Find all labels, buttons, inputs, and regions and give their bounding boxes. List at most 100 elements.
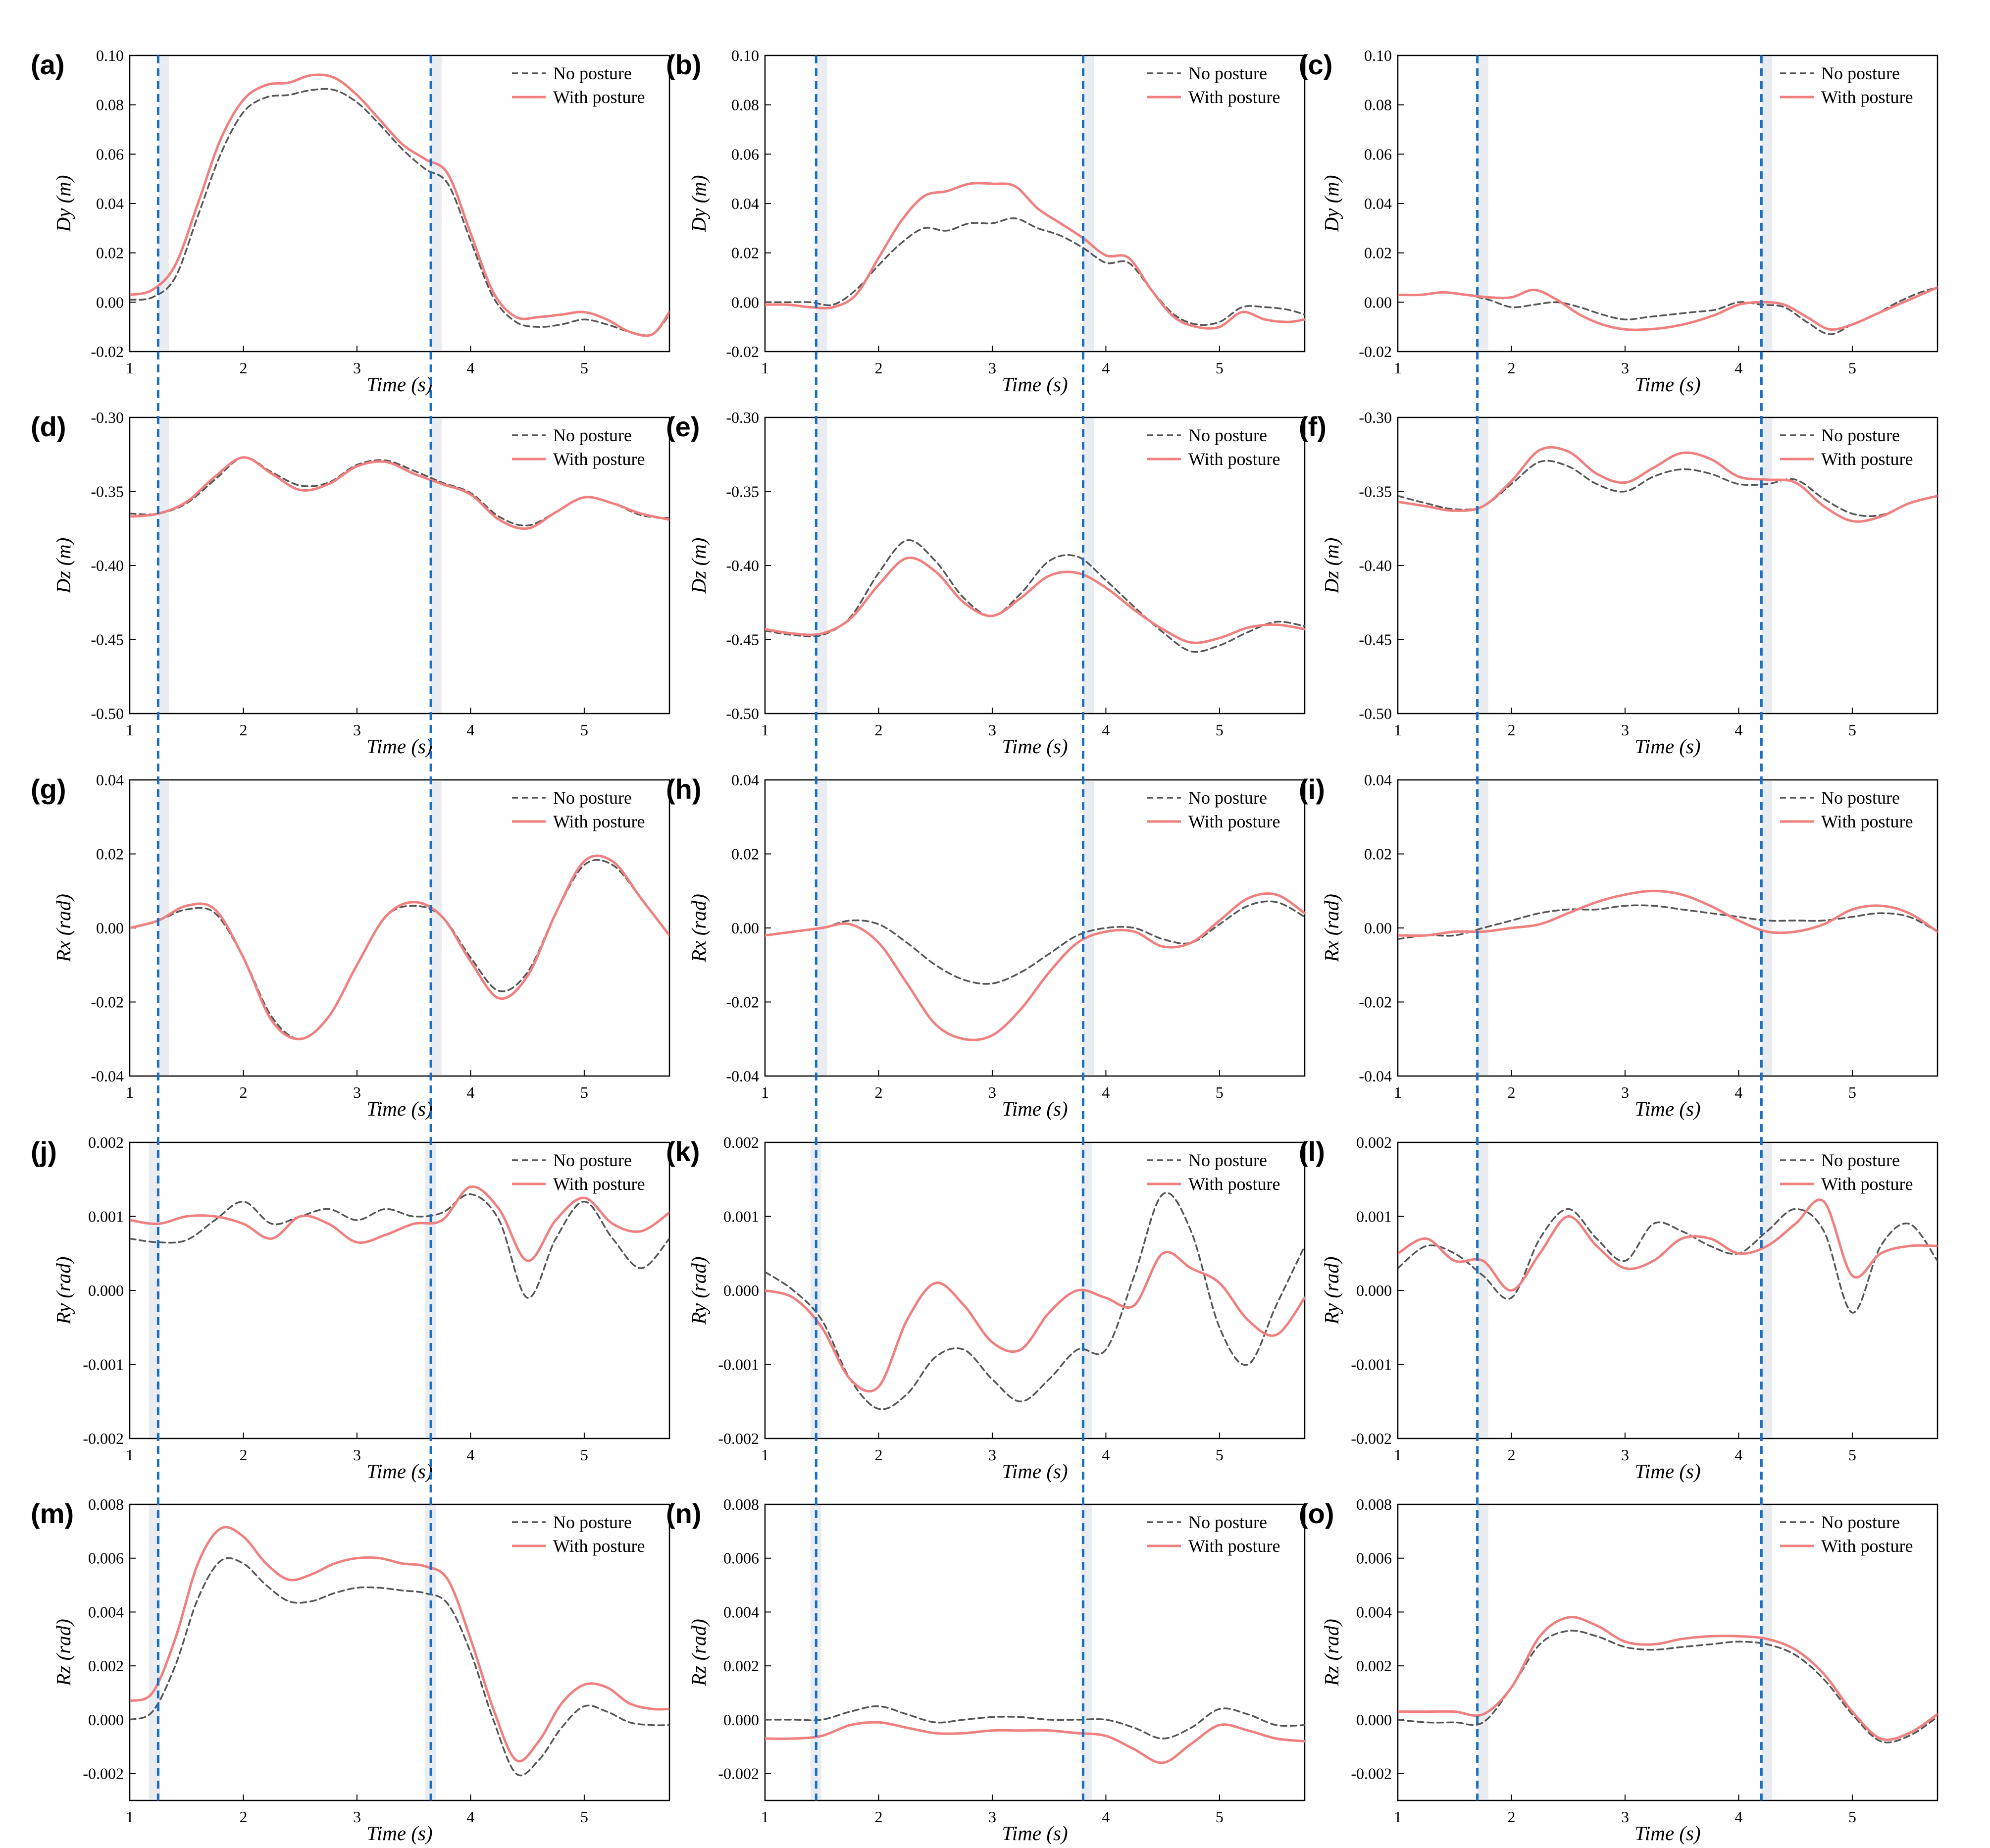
- y-tick-label: -0.45: [726, 631, 759, 649]
- series-group: [765, 1192, 1305, 1410]
- series-line-no-posture: [130, 859, 669, 1040]
- x-tick-label: 5: [580, 721, 588, 739]
- marker-shade: [1477, 1505, 1488, 1799]
- marker-shade: [158, 781, 169, 1075]
- x-tick-label: 3: [1621, 1083, 1629, 1101]
- y-tick-label: 0.00: [1364, 293, 1392, 311]
- legend-label-no-posture: No posture: [553, 1512, 632, 1532]
- legend: No posture With posture: [512, 425, 645, 469]
- x-tick-label: 4: [1735, 359, 1742, 377]
- legend-label-with-posture: With posture: [553, 87, 645, 107]
- marker-shade: [431, 418, 442, 713]
- x-tick-label: 5: [1848, 1083, 1856, 1101]
- panel-f: 1 2 3 4 5 -0.50 -0.45 -0.40 -0.35 -0.30 Time (s) Dz…: [1299, 409, 1939, 758]
- series-line-with-posture: [765, 892, 1305, 1041]
- y-axis-label: Rz (rad): [52, 1619, 75, 1687]
- x-axis-label: Time (s): [366, 1460, 432, 1483]
- x-tick-label: 5: [1216, 1446, 1224, 1464]
- x-axis-label: Time (s): [366, 735, 432, 758]
- x-tick-label: 4: [1735, 721, 1742, 739]
- series-line-no-posture: [765, 539, 1305, 653]
- legend-label-no-posture: No posture: [1821, 425, 1900, 445]
- series-group: [1398, 446, 1938, 523]
- legend-label-no-posture: No posture: [1188, 788, 1267, 808]
- y-tick-label: -0.02: [1359, 343, 1392, 360]
- x-tick-label: 4: [1102, 359, 1110, 377]
- y-axis-label: Rz (rad): [687, 1619, 710, 1687]
- marker-shade: [1761, 56, 1773, 351]
- legend-label-no-posture: No posture: [553, 1150, 632, 1170]
- legend-label-with-posture: With posture: [1821, 87, 1913, 107]
- x-tick-label: 2: [239, 1808, 247, 1826]
- y-tick-label: 0.000: [88, 1711, 124, 1729]
- panel-i: 1 2 3 4 5 -0.04 -0.02 0.00 0.02 0.04 Time (s) Rx (r…: [1299, 771, 1939, 1120]
- legend-label-no-posture: No posture: [1188, 425, 1267, 445]
- x-tick-label: 3: [1621, 1808, 1629, 1826]
- y-tick-label: 0.08: [1364, 96, 1392, 114]
- y-tick-label: -0.001: [83, 1356, 124, 1374]
- x-tick-label: 3: [988, 1083, 996, 1101]
- legend-label-no-posture: No posture: [1821, 63, 1900, 83]
- plot-frame: [1397, 1503, 1939, 1801]
- panel-c: 1 2 3 4 5 -0.02 0.00 0.02 0.04 0.06 0.08 0.10 Time (…: [1299, 47, 1939, 396]
- y-tick-label: 0.04: [96, 195, 124, 212]
- x-tick-label: 5: [1848, 721, 1856, 739]
- y-tick-label: -0.001: [1351, 1356, 1392, 1374]
- legend-label-no-posture: No posture: [553, 63, 632, 83]
- y-tick-label: -0.002: [83, 1430, 124, 1447]
- x-tick-label: 4: [466, 1446, 474, 1464]
- x-tick-label: 2: [239, 1083, 247, 1101]
- y-tick-label: -0.02: [726, 343, 759, 360]
- y-tick-label: -0.002: [718, 1430, 759, 1447]
- y-tick-label: 0.04: [1364, 771, 1392, 789]
- marker-shade: [810, 1143, 821, 1437]
- legend: No posture With posture: [512, 1150, 645, 1194]
- plot-frame: [764, 1503, 1306, 1801]
- x-tick-label: 4: [1102, 1808, 1110, 1826]
- series-line-with-posture: [1398, 1198, 1938, 1292]
- y-tick-label: 0.000: [1356, 1711, 1392, 1729]
- x-tick-label: 1: [761, 359, 769, 377]
- y-tick-label: -0.45: [91, 631, 124, 649]
- x-tick-label: 1: [1394, 359, 1402, 377]
- panel-label: (n): [666, 1498, 702, 1529]
- legend-label-with-posture: With posture: [1188, 1174, 1280, 1194]
- y-tick-label: 0.002: [88, 1133, 124, 1151]
- y-tick-label: -0.04: [91, 1067, 124, 1085]
- legend: No posture With posture: [512, 788, 645, 831]
- series-group: [1398, 889, 1938, 940]
- y-tick-label: 0.02: [96, 845, 124, 863]
- legend: No posture With posture: [1780, 1150, 1913, 1194]
- legend-label-with-posture: With posture: [1821, 449, 1913, 469]
- marker-shade: [1083, 781, 1094, 1075]
- marker-shade: [1477, 418, 1488, 713]
- series-line-with-posture: [130, 854, 669, 1040]
- legend-label-no-posture: No posture: [1821, 788, 1900, 808]
- y-tick-label: 0.04: [731, 195, 759, 212]
- x-tick-label: 4: [1102, 1083, 1110, 1101]
- x-tick-label: 1: [1394, 1446, 1402, 1464]
- x-tick-label: 3: [353, 1446, 361, 1464]
- y-tick-label: 0.04: [731, 771, 759, 789]
- x-tick-label: 2: [1507, 721, 1515, 739]
- x-axis-label: Time (s): [366, 1822, 432, 1845]
- y-tick-label: 0.08: [731, 96, 759, 114]
- marker-shade: [816, 56, 827, 351]
- series-group: [1398, 286, 1938, 335]
- x-tick-label: 3: [353, 359, 361, 377]
- series-line-with-posture: [1398, 1616, 1938, 1741]
- x-tick-label: 3: [1621, 721, 1629, 739]
- x-tick-label: 1: [126, 1446, 134, 1464]
- marker-shade: [1761, 781, 1773, 1075]
- series-line-no-posture: [130, 456, 669, 527]
- y-tick-label: 0.002: [88, 1657, 124, 1675]
- x-tick-label: 2: [874, 359, 882, 377]
- panel-label: (a): [31, 49, 64, 80]
- series-line-no-posture: [1398, 1208, 1938, 1314]
- marker-shade: [1761, 1143, 1773, 1437]
- x-tick-label: 1: [1394, 721, 1402, 739]
- y-axis-label: Dz (m): [687, 538, 710, 594]
- y-tick-label: -0.40: [1359, 557, 1392, 574]
- y-tick-label: -0.02: [726, 993, 759, 1011]
